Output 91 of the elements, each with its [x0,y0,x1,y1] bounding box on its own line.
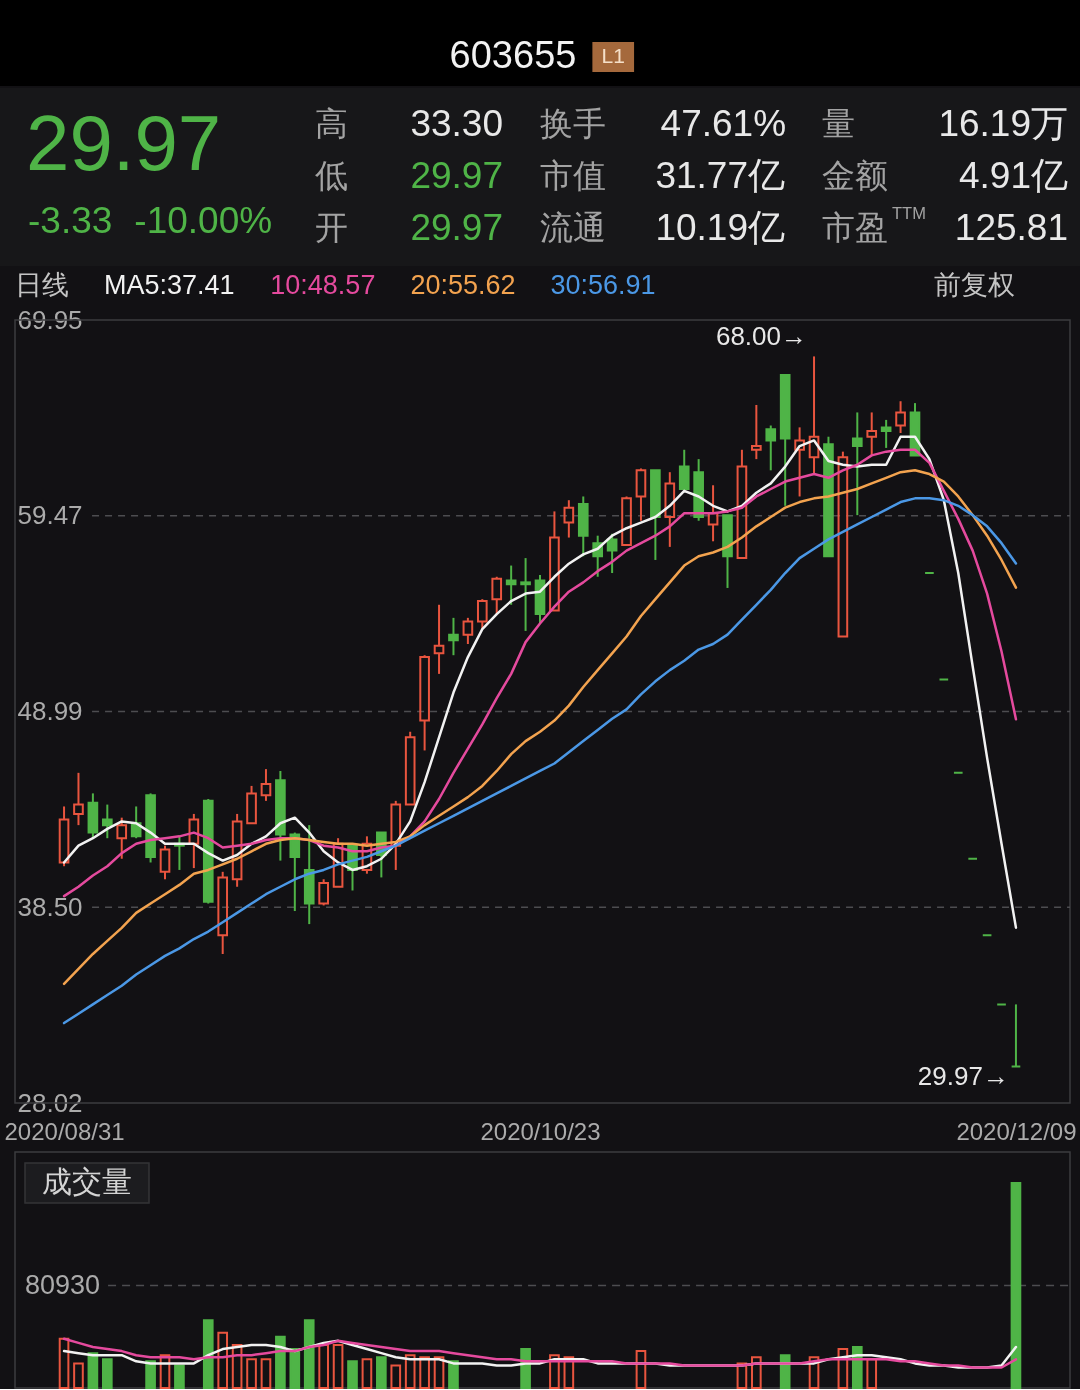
bar [58,1337,70,1389]
text: 33.30 [410,103,504,144]
candlestick [549,510,560,612]
y-tick-label: 38.50 [17,891,83,922]
bar [260,1358,272,1389]
text: 流通 [540,209,606,246]
candlestick [722,514,733,589]
bar [751,1356,762,1389]
bar [101,1358,113,1389]
bar [174,1364,185,1389]
bar [635,1350,647,1389]
y-tick-label: 69.95 [17,304,83,335]
bar [361,1358,373,1389]
bar [866,1358,878,1389]
candlestick [520,557,531,632]
bar [390,1364,402,1389]
text: 30:56.91 [550,270,656,300]
y-tick-label: 48.99 [17,695,83,726]
candlestick [851,411,863,517]
text: 125.81 [954,207,1069,248]
candlestick [736,448,748,560]
text: 量 [822,105,855,142]
candlestick [866,411,878,457]
candlestick [73,771,84,827]
text: 29.97 [410,155,504,196]
candlestick [779,374,791,507]
bar [289,1348,301,1389]
y-tick-label: 28.02 [17,1087,83,1118]
text: 20:55.62 [410,270,516,300]
bar [217,1331,229,1389]
bar [73,1362,84,1389]
x-tick-label: 2020/12/09 [956,1117,1077,1145]
text: -10.00% [134,200,273,241]
candlestick [563,499,575,539]
text: MA5:37.41 [104,270,235,300]
candlestick [303,824,315,926]
bar [404,1354,416,1389]
bar [779,1354,791,1389]
candlestick [448,616,459,657]
text: 31.77亿 [655,155,786,196]
candlestick [678,448,690,490]
bar [376,1356,387,1389]
bar [202,1319,214,1389]
text: 10:48.57 [270,270,376,300]
candlestick [794,426,805,498]
text: -3.33 [28,200,113,241]
text: 市值 [540,157,606,194]
x-tick-label: 2020/08/31 [4,1117,125,1145]
text: 金额 [822,157,888,194]
text: 10.19亿 [655,207,786,248]
candlestick [650,469,661,561]
bar [549,1354,560,1389]
bar [736,1362,748,1389]
bar [145,1360,156,1389]
y-tick-label: 59.47 [17,500,83,531]
annotation: 80930 [25,1269,101,1300]
text: 29.97 [410,207,504,248]
chart-title: 成交量 [42,1165,132,1198]
text: 47.61% [660,103,787,144]
text: 换手 [540,105,606,142]
bar [563,1356,575,1389]
text: 16.19万 [938,103,1069,144]
candlestick [707,484,719,543]
annotation: 68.00→ [715,321,808,352]
text: 高 [315,105,348,142]
bar [433,1356,445,1389]
bar [303,1319,315,1389]
bar [808,1356,820,1389]
bar [1010,1182,1022,1389]
bar [347,1360,358,1389]
bar [318,1343,329,1389]
text: 603655 [449,34,577,76]
candlestick [188,812,200,870]
text: L1 [601,44,625,67]
text: 开 [315,209,348,246]
text: 29.97 [26,99,222,187]
bar [231,1343,243,1389]
bar [332,1343,344,1389]
text: 4.91亿 [959,155,1069,196]
candlestick [664,471,676,548]
bar [419,1356,430,1389]
bar [246,1358,257,1389]
bar [159,1354,171,1389]
candlestick [260,768,272,802]
bar [837,1348,849,1389]
x-tick-label: 2020/10/23 [480,1117,601,1145]
text: 前复权 [934,270,1015,300]
candlestick [433,603,445,675]
text: 低 [315,157,348,194]
legend-title: 日线 [15,270,69,300]
annotation: 29.97→ [917,1060,1009,1091]
